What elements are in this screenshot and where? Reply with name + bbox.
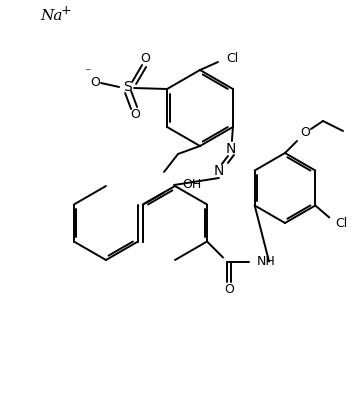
Text: Cl: Cl (335, 217, 347, 230)
Text: O: O (224, 283, 234, 296)
Text: OH: OH (182, 178, 201, 191)
Text: O: O (90, 76, 100, 88)
Text: O: O (140, 53, 150, 66)
Text: O: O (300, 127, 310, 140)
Text: Cl: Cl (226, 51, 238, 64)
Text: ⁻: ⁻ (84, 66, 90, 79)
Text: N: N (214, 164, 224, 178)
Text: +: + (61, 4, 71, 16)
Text: O: O (130, 109, 140, 121)
Text: S: S (123, 80, 131, 94)
Text: N: N (226, 142, 236, 156)
Text: Na: Na (41, 9, 63, 23)
Text: NH: NH (257, 255, 276, 268)
